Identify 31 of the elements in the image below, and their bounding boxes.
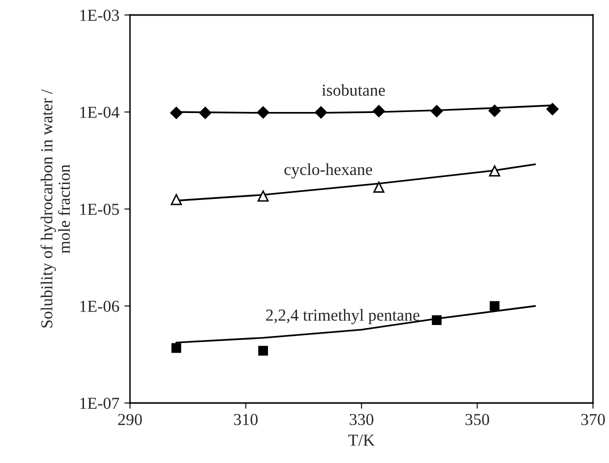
- y-tick-label: 1E-06: [80, 300, 120, 312]
- y-axis-title: Solubility of hydrocarbon in water / mole fraction: [40, 89, 70, 328]
- point: [488, 104, 501, 117]
- point: [258, 190, 269, 202]
- x-tick-label: 370: [581, 414, 605, 426]
- series-label: cyclo-hexane: [284, 163, 372, 179]
- x-tick-label: 330: [350, 414, 374, 426]
- point: [199, 106, 212, 119]
- point: [257, 106, 270, 119]
- y-tick-label: 1E-03: [80, 10, 119, 21]
- series-label: 2,2,4 trimethyl pentane: [266, 309, 420, 324]
- x-tick-label: 310: [234, 414, 258, 426]
- x-tick-label: 350: [466, 414, 490, 426]
- point: [430, 105, 443, 118]
- y-tick-label: 1E-05: [80, 204, 119, 215]
- point: [489, 165, 500, 176]
- point: [372, 105, 385, 118]
- point: [432, 315, 442, 325]
- y-tick-label: 1E-04: [80, 106, 120, 118]
- point: [314, 106, 328, 119]
- point: [258, 346, 268, 356]
- series-label: isobutane: [322, 84, 385, 96]
- y-tick-label: 1E-07: [80, 398, 120, 409]
- point: [170, 106, 182, 119]
- point: [490, 301, 500, 311]
- point: [170, 194, 182, 206]
- point: [373, 182, 384, 193]
- point: [546, 103, 559, 116]
- point: [171, 343, 182, 353]
- x-axis-title: T/K: [348, 434, 375, 446]
- x-tick-label: 290: [118, 414, 142, 426]
